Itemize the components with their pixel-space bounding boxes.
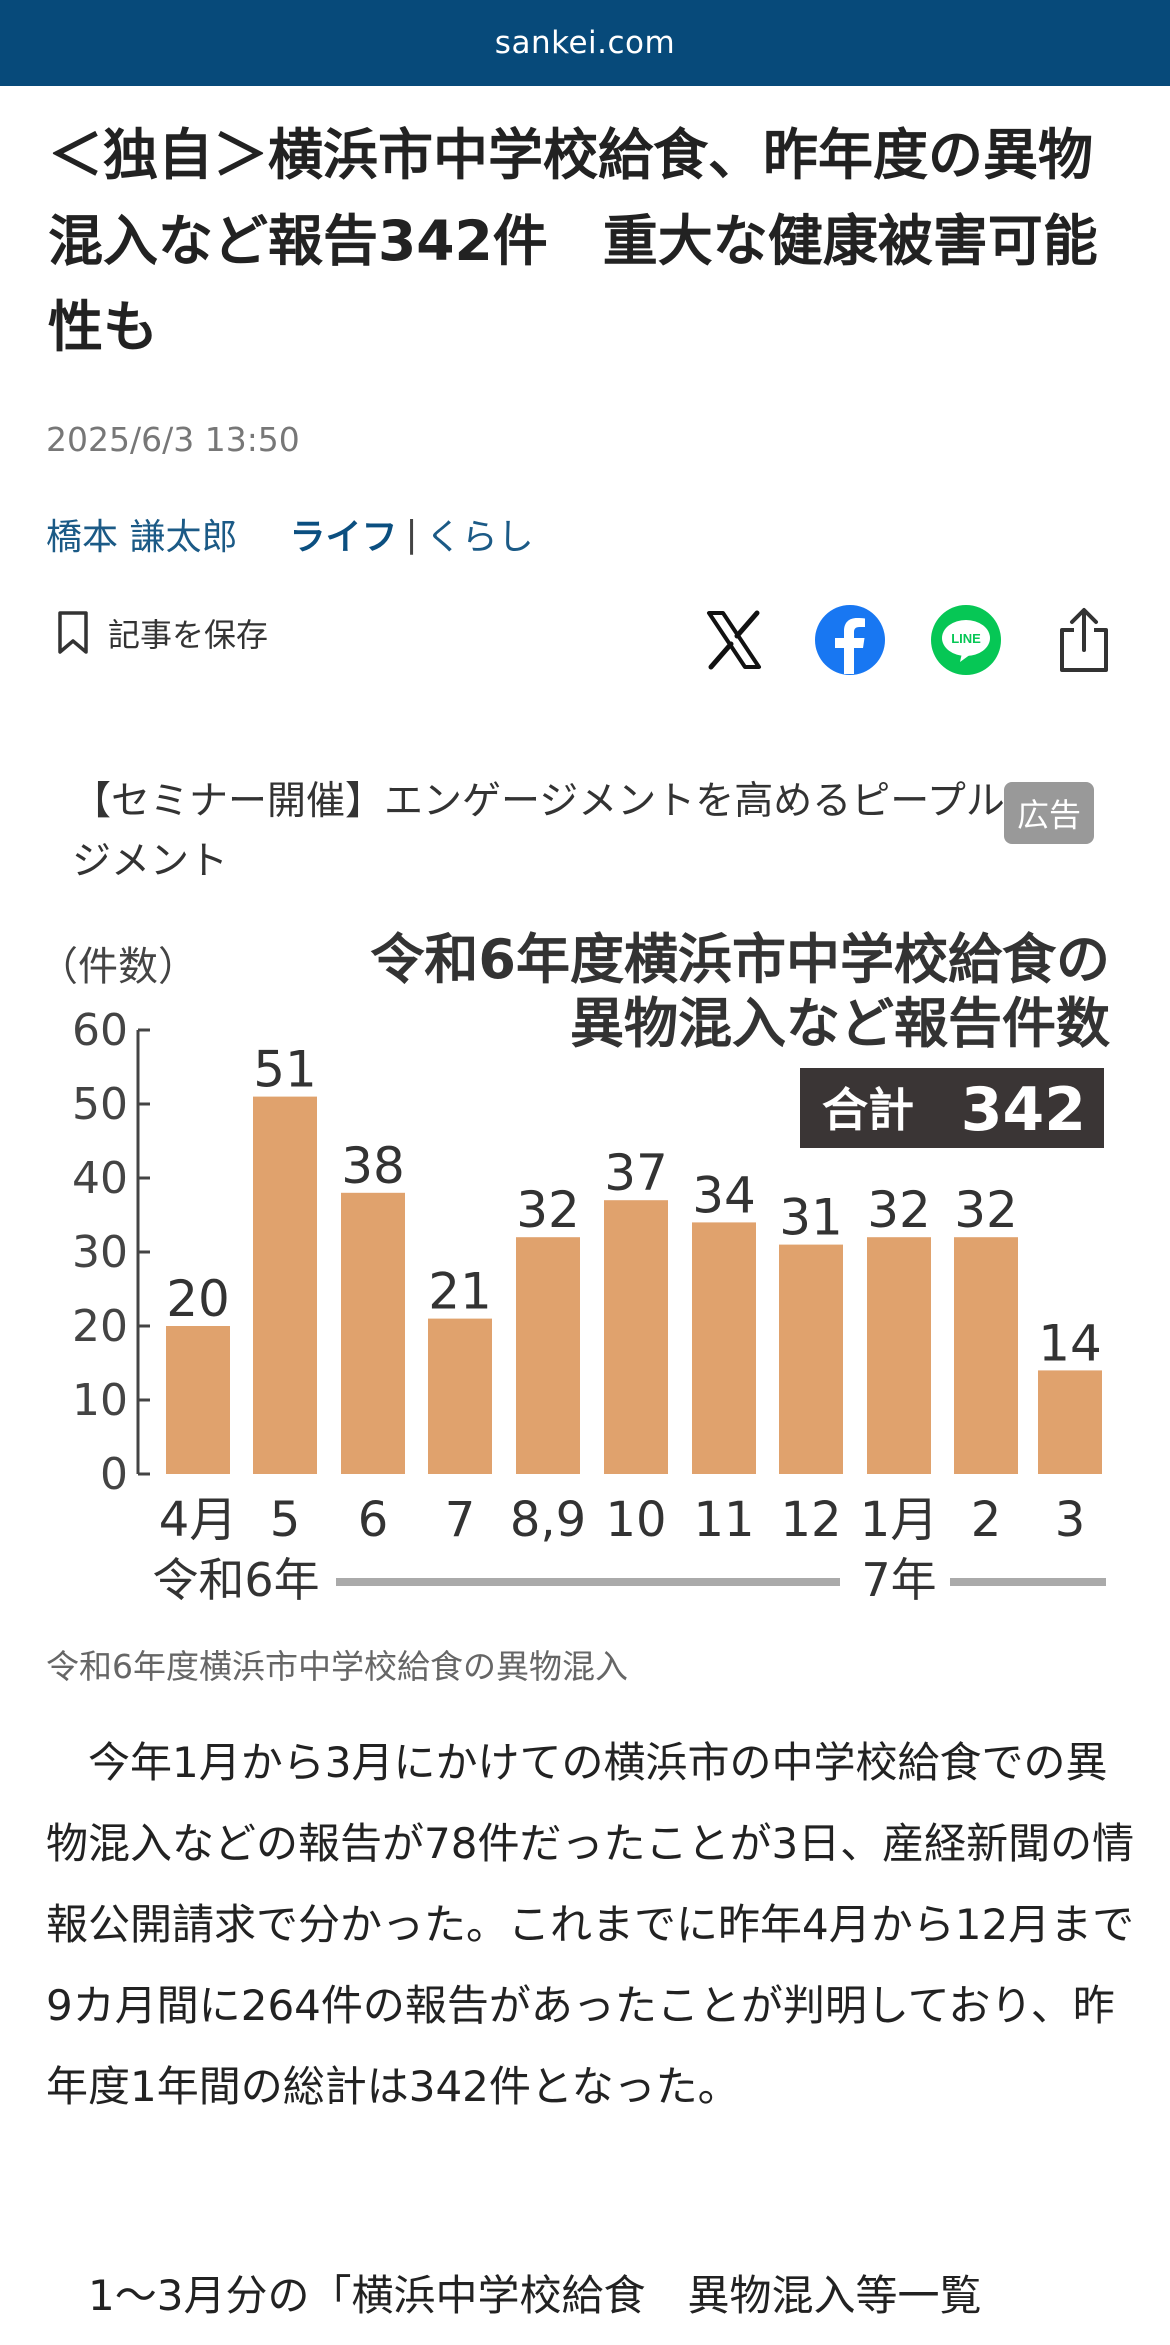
x-logo-icon bbox=[707, 610, 761, 670]
bar bbox=[166, 1326, 230, 1474]
y-tick-label: 20 bbox=[72, 1301, 128, 1352]
bar-value-label: 20 bbox=[166, 1270, 230, 1328]
article-meta: 橋本 謙太郎 ライフ | くらし bbox=[46, 508, 534, 560]
article-headline: ＜独自＞横浜市中学校給食、昨年度の異物混入など報告342件 重大な健康被害可能性… bbox=[48, 123, 1098, 359]
share-x-button[interactable] bbox=[698, 604, 770, 676]
bar-value-label: 37 bbox=[604, 1144, 668, 1202]
y-tick-label: 30 bbox=[72, 1227, 128, 1278]
ad-link[interactable]: 【セミナー開催】エンゲージメントを高めるピープルマネジメント bbox=[72, 779, 1083, 884]
save-article-button[interactable]: 記事を保存 bbox=[56, 610, 268, 656]
bar bbox=[692, 1222, 756, 1474]
share-more-button[interactable] bbox=[1048, 604, 1120, 676]
category-link[interactable]: ライフ bbox=[289, 517, 398, 558]
x-tick-label: 5 bbox=[270, 1492, 301, 1548]
x-tick-label: 7 bbox=[445, 1492, 476, 1548]
x-tick-label: 11 bbox=[693, 1492, 754, 1548]
x-tick-label: 8,9 bbox=[510, 1492, 586, 1548]
bar-value-label: 21 bbox=[428, 1263, 492, 1321]
bar-chart: 令和6年度横浜市中学校給食の 異物混入など報告件数 合計 342 （件数） 01… bbox=[38, 928, 1110, 1607]
article-paragraph-2: 1～3月分の「横浜中学校給食 異物混入等一覧 bbox=[46, 2271, 982, 2320]
subcategory-link[interactable]: くらし bbox=[425, 517, 534, 558]
bar bbox=[1038, 1370, 1102, 1474]
bar-value-label: 51 bbox=[253, 1041, 317, 1099]
y-tick-label: 60 bbox=[72, 1005, 128, 1056]
site-domain[interactable]: sankei.com bbox=[494, 25, 676, 61]
bar bbox=[954, 1237, 1018, 1474]
x-tick-label: 4月 bbox=[159, 1492, 238, 1548]
share-facebook-button[interactable] bbox=[814, 604, 886, 676]
chart-total-box bbox=[800, 1068, 1104, 1148]
bar bbox=[867, 1237, 931, 1474]
line-icon-text: LINE bbox=[951, 631, 981, 646]
publish-date: 2025/6/3 13:50 bbox=[46, 420, 300, 459]
x-tick-label: 6 bbox=[358, 1492, 389, 1548]
bar bbox=[516, 1237, 580, 1474]
line-icon: LINE bbox=[931, 605, 1001, 675]
ad-badge: 広告 bbox=[1004, 782, 1094, 844]
chart-title-line2: 異物混入など報告件数 bbox=[570, 992, 1110, 1055]
x-tick-label: 1月 bbox=[860, 1492, 939, 1548]
y-tick-label: 40 bbox=[72, 1153, 128, 1204]
share-line-button[interactable]: LINE bbox=[930, 604, 1002, 676]
save-article-label: 記事を保存 bbox=[108, 616, 269, 654]
article-actions: 記事を保存 LINE bbox=[46, 600, 1126, 680]
category-separator: | bbox=[405, 513, 418, 555]
x-tick-label: 12 bbox=[780, 1492, 841, 1548]
y-tick-label: 10 bbox=[72, 1375, 128, 1426]
x-tick-label: 2 bbox=[971, 1492, 1002, 1548]
era-label-reiwa6: 令和6年 bbox=[152, 1553, 319, 1607]
bar-value-label: 38 bbox=[341, 1137, 405, 1195]
article-paragraph-1: 今年1月から3月にかけての横浜市の中学校給食での異物混入などの報告が78件だった… bbox=[46, 1738, 1135, 2111]
chart-total-label: 合計 bbox=[822, 1083, 914, 1137]
y-tick-label: 50 bbox=[72, 1079, 128, 1130]
bar-value-label: 32 bbox=[867, 1181, 931, 1239]
era-label-7: 7年 bbox=[861, 1553, 936, 1607]
facebook-icon bbox=[815, 605, 885, 675]
bar-value-label: 32 bbox=[954, 1181, 1018, 1239]
share-icon bbox=[1060, 608, 1108, 672]
bar bbox=[779, 1244, 843, 1474]
chart-total-value: 342 bbox=[961, 1075, 1086, 1145]
chart-title-line1: 令和6年度横浜市中学校給食の bbox=[370, 928, 1110, 991]
site-header: sankei.com bbox=[0, 0, 1170, 86]
chart-ylabel: （件数） bbox=[46, 944, 198, 990]
x-tick-label: 3 bbox=[1055, 1492, 1086, 1548]
bar-value-label: 32 bbox=[516, 1181, 580, 1239]
bookmark-icon bbox=[58, 611, 88, 654]
bar-value-label: 34 bbox=[692, 1166, 756, 1224]
author-link[interactable]: 橋本 謙太郎 bbox=[46, 517, 238, 558]
bar-value-label: 14 bbox=[1038, 1314, 1102, 1372]
figure-caption: 令和6年度横浜市中学校給食の異物混入 bbox=[46, 1647, 628, 1686]
x-tick-label: 10 bbox=[605, 1492, 666, 1548]
bar bbox=[253, 1096, 317, 1474]
bar bbox=[341, 1192, 405, 1474]
bar-value-label: 31 bbox=[779, 1189, 843, 1247]
bar bbox=[604, 1200, 668, 1474]
y-tick-label: 0 bbox=[100, 1449, 128, 1500]
bar bbox=[428, 1318, 492, 1474]
